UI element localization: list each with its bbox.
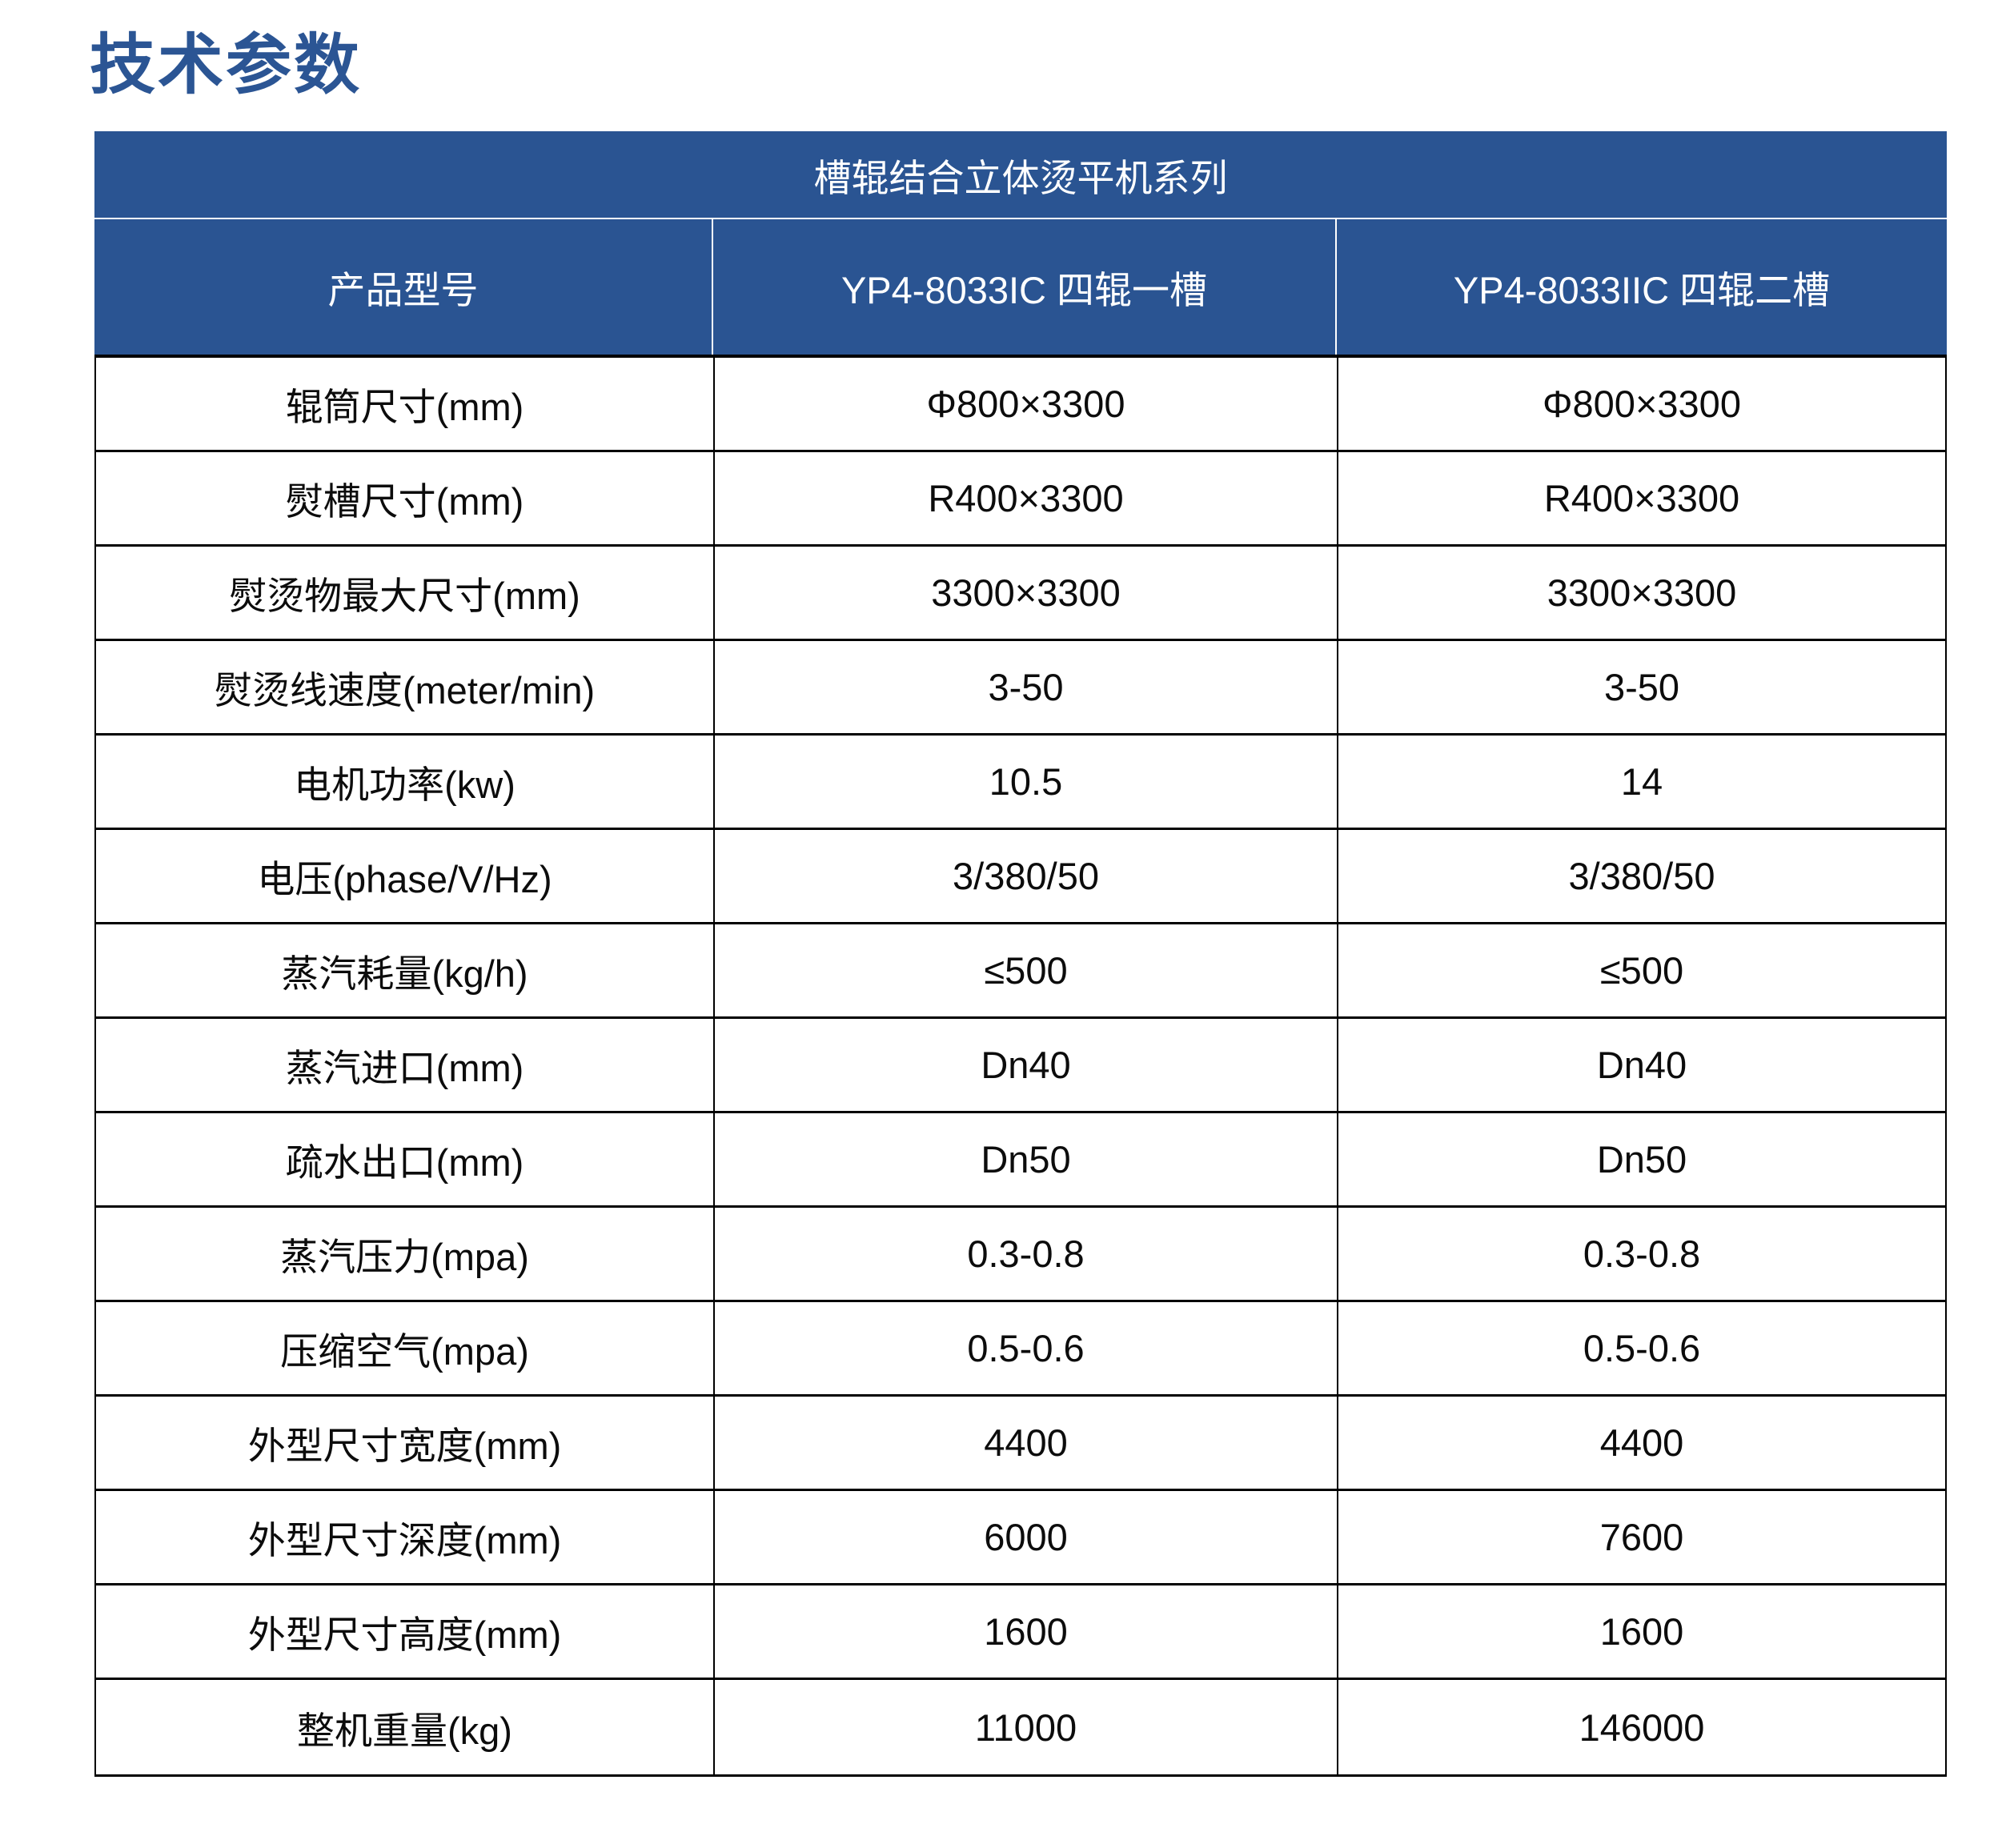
table-column-headers: 产品型号 YP4-8033IC 四辊一槽 YP4-8033IIC 四辊二槽	[94, 219, 1947, 355]
row-label: 熨烫线速度(meter/min)	[96, 641, 715, 736]
row-value: R400×3300	[715, 452, 1338, 547]
row-value: 146000	[1338, 1680, 1945, 1774]
row-value: 3300×3300	[715, 547, 1338, 641]
row-label: 蒸汽进口(mm)	[96, 1019, 715, 1113]
row-value: 0.5-0.6	[1338, 1302, 1945, 1397]
row-label: 电机功率(kw)	[96, 736, 715, 830]
row-value: 1600	[1338, 1585, 1945, 1680]
row-value: 0.3-0.8	[1338, 1208, 1945, 1302]
row-value: Dn50	[715, 1113, 1338, 1208]
row-label: 外型尺寸深度(mm)	[96, 1491, 715, 1585]
row-value: 3/380/50	[1338, 830, 1945, 924]
row-value: Φ800×3300	[1338, 358, 1945, 452]
row-value: 0.3-0.8	[715, 1208, 1338, 1302]
row-label: 蒸汽压力(mpa)	[96, 1208, 715, 1302]
row-value: Dn50	[1338, 1113, 1945, 1208]
table-body: 辊筒尺寸(mm) Φ800×3300 Φ800×3300 熨槽尺寸(mm) R400×3…	[94, 355, 1947, 1777]
row-label: 熨烫物最大尺寸(mm)	[96, 547, 715, 641]
row-value: Dn40	[1338, 1019, 1945, 1113]
row-value: 7600	[1338, 1491, 1945, 1585]
row-value: 4400	[715, 1397, 1338, 1491]
row-value: 11000	[715, 1680, 1338, 1774]
row-value: 14	[1338, 736, 1945, 830]
row-value: R400×3300	[1338, 452, 1945, 547]
column-header-model-1: YP4-8033IC 四辊一槽	[713, 219, 1337, 355]
row-label: 辊筒尺寸(mm)	[96, 358, 715, 452]
row-label: 电压(phase/V/Hz)	[96, 830, 715, 924]
row-value: 3/380/50	[715, 830, 1338, 924]
row-label: 蒸汽耗量(kg/h)	[96, 924, 715, 1019]
row-value: 4400	[1338, 1397, 1945, 1491]
row-value: ≤500	[1338, 924, 1945, 1019]
row-value: ≤500	[715, 924, 1338, 1019]
column-header-product-model: 产品型号	[94, 219, 713, 355]
row-label: 压缩空气(mpa)	[96, 1302, 715, 1397]
row-label: 疏水出口(mm)	[96, 1113, 715, 1208]
page-title: 技术参数	[90, 29, 363, 102]
row-value: 6000	[715, 1491, 1338, 1585]
row-value: 0.5-0.6	[715, 1302, 1338, 1397]
row-value: 3-50	[1338, 641, 1945, 736]
spec-table: 槽辊结合立体烫平机系列 产品型号 YP4-8033IC 四辊一槽 YP4-8033I…	[94, 131, 1947, 1777]
row-label: 整机重量(kg)	[96, 1680, 715, 1774]
table-header: 槽辊结合立体烫平机系列 产品型号 YP4-8033IC 四辊一槽 YP4-8033I…	[94, 131, 1947, 355]
table-series-header: 槽辊结合立体烫平机系列	[94, 131, 1947, 219]
row-value: 10.5	[715, 736, 1338, 830]
row-value: Dn40	[715, 1019, 1338, 1113]
row-label: 外型尺寸宽度(mm)	[96, 1397, 715, 1491]
row-value: 1600	[715, 1585, 1338, 1680]
row-value: 3-50	[715, 641, 1338, 736]
row-label: 熨槽尺寸(mm)	[96, 452, 715, 547]
column-header-model-2: YP4-8033IIC 四辊二槽	[1453, 269, 1831, 311]
row-value: 3300×3300	[1338, 547, 1945, 641]
row-label: 外型尺寸高度(mm)	[96, 1585, 715, 1680]
row-value: Φ800×3300	[715, 358, 1338, 452]
